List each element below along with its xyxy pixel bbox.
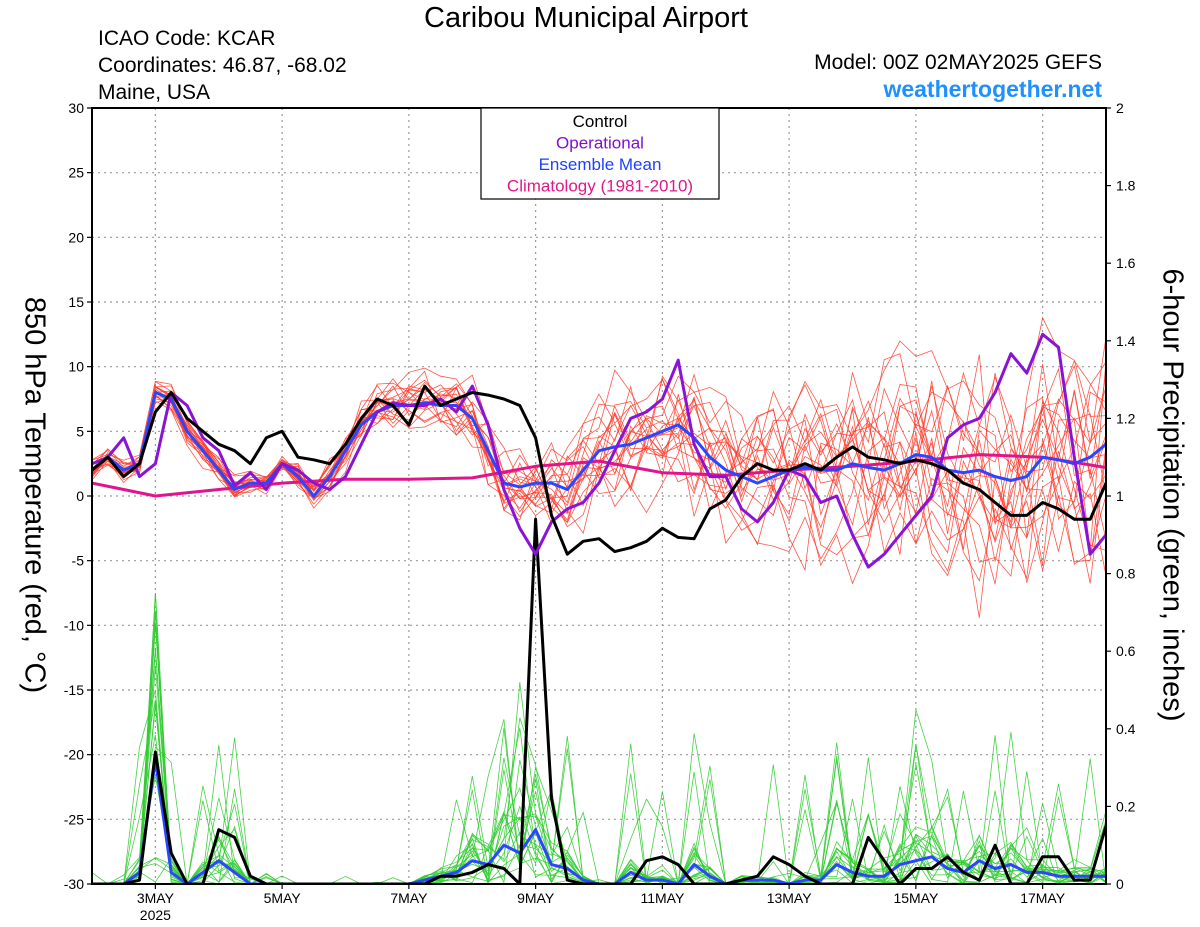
- y-left-tick-label: 10: [68, 359, 84, 375]
- legend-entry: Ensemble Mean: [539, 155, 662, 174]
- icao-code: ICAO Code: KCAR: [98, 27, 276, 50]
- y-left-tick-label: 0: [76, 488, 84, 504]
- ensemble-member-precip-line: [92, 699, 1106, 884]
- chart-title: Caribou Municipal Airport: [424, 2, 748, 34]
- legend-entry: Operational: [556, 134, 644, 153]
- ensemble-member-precip-line: [92, 743, 1106, 884]
- x-tick-label: 7MAY: [390, 890, 428, 906]
- ensemble-member-precip-line: [92, 610, 1106, 884]
- y-left-tick-label: 5: [76, 423, 84, 439]
- ensemble-member-precip-line: [92, 774, 1106, 884]
- ensemble-member-precip-line: [92, 623, 1106, 884]
- plot-frame: [91, 107, 1107, 885]
- y-right-tick-label: 2: [1116, 100, 1124, 116]
- ensemble-member-temp-line: [92, 364, 1106, 584]
- y-right-tick-label: 1.4: [1116, 333, 1136, 349]
- ensemble-member-temp-line: [92, 385, 1106, 565]
- legend-box: [480, 107, 720, 200]
- y-left-tick-label: 25: [68, 165, 84, 181]
- ensemble-member-precip-line: [92, 592, 1106, 884]
- x-tick-label: 17MAY: [1020, 890, 1066, 906]
- control-precip-line: [92, 517, 1106, 884]
- y-left-tick-label: -5: [72, 553, 85, 569]
- ensemble-member-temp-line: [92, 316, 1106, 618]
- ensemble-member-precip-line: [92, 647, 1106, 884]
- x-tick-sublabel: 2025: [140, 907, 171, 923]
- coordinates: Coordinates: 46.87, -68.02: [98, 54, 347, 77]
- y-right-tick-label: 0.8: [1116, 566, 1136, 582]
- y-left-tick-label: -15: [64, 682, 84, 698]
- y-right-tick-label: 1.2: [1116, 410, 1136, 426]
- x-tick-label: 11MAY: [640, 890, 684, 906]
- y-right-tick-label: 0.6: [1116, 643, 1136, 659]
- operational-temp-line: [92, 332, 1106, 569]
- ensemble-member-precip-line: [92, 727, 1106, 884]
- ensemble-member-temp-line: [92, 372, 1106, 577]
- x-tick-label: 9MAY: [517, 890, 555, 906]
- legend-entry: Control: [573, 112, 628, 131]
- ensemble-member-precip-line: [92, 611, 1106, 884]
- ensemble-member-precip-line: [92, 682, 1106, 884]
- ensemble-mean-precip-line: [92, 758, 1106, 884]
- ensemble-member-precip-line: [92, 743, 1106, 884]
- y-left-tick-label: -30: [64, 876, 84, 892]
- y-left-tick-label: -10: [64, 617, 84, 633]
- ensemble-member-temp-line: [92, 378, 1106, 583]
- ensemble-member-precip-line: [92, 689, 1106, 884]
- y-left-tick-label: -20: [64, 747, 84, 763]
- y-right-tick-label: 0.4: [1116, 721, 1136, 737]
- ensemble-member-precip-line: [92, 649, 1106, 884]
- climatology-line: [92, 453, 1106, 498]
- y-right-tick-label: 0: [1116, 876, 1124, 892]
- x-tick-label: 5MAY: [264, 890, 302, 906]
- plot-area: [92, 316, 1106, 884]
- region: Maine, USA: [98, 81, 211, 104]
- y-right-tick-label: 1.8: [1116, 178, 1136, 194]
- y-right-tick-label: 1.6: [1116, 255, 1136, 271]
- x-tick-label: 15MAY: [893, 890, 939, 906]
- y-left-tick-label: 30: [68, 100, 84, 116]
- ensemble-member-temp-line: [92, 360, 1106, 551]
- site-link[interactable]: weathertogether.net: [883, 76, 1102, 102]
- ensemble-member-precip-line: [92, 592, 1106, 884]
- ensemble-member-temp-line: [92, 340, 1106, 512]
- y-left-tick-label: -25: [64, 811, 84, 827]
- model-run: Model: 00Z 02MAY2025 GEFS: [814, 51, 1102, 74]
- x-tick-label: 3MAY: [137, 890, 175, 906]
- ensemble-member-precip-line: [92, 701, 1106, 884]
- y-right-tick-label: 0.2: [1116, 798, 1136, 814]
- ensemble-member-precip-line: [92, 705, 1106, 884]
- y-left-tick-label: 15: [68, 294, 84, 310]
- y-left-tick-label: 20: [68, 229, 84, 245]
- control-temp-line: [92, 384, 1106, 556]
- legend-entry: Climatology (1981-2010): [507, 177, 693, 196]
- y-right-tick-label: 1: [1116, 488, 1124, 504]
- x-tick-label: 13MAY: [767, 890, 813, 906]
